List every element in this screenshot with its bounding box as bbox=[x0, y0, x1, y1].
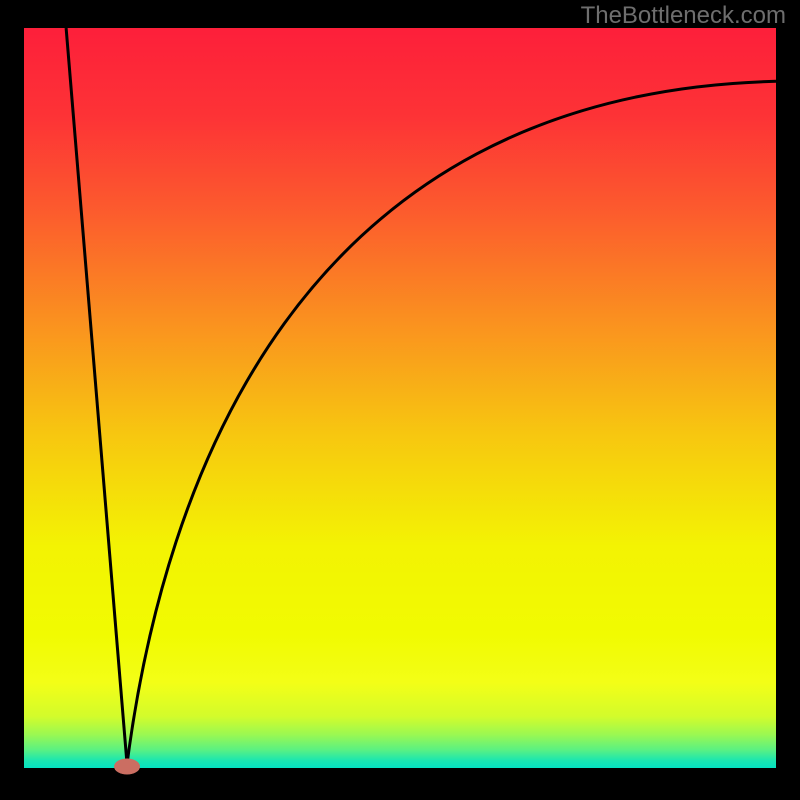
watermark-text: TheBottleneck.com bbox=[581, 2, 786, 30]
cusp-marker bbox=[114, 759, 140, 775]
gradient-background bbox=[24, 28, 776, 768]
plot-svg bbox=[0, 0, 800, 800]
chart-frame: TheBottleneck.com bbox=[0, 0, 800, 800]
